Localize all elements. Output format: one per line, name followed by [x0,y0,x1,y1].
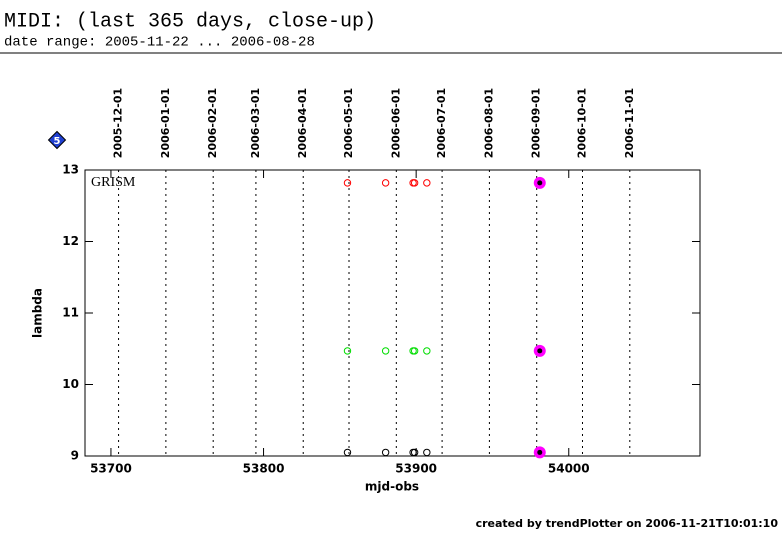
point [381,347,390,355]
point [410,448,419,457]
date-label: 2006-01-01 [159,88,172,158]
date-label: 2006-08-01 [482,88,495,158]
badge-diamond [47,130,67,150]
y-tick-label: 11 [62,306,79,320]
point [423,448,431,457]
date-label: 2006-04-01 [296,88,309,158]
y-axis-label: lambda [31,288,45,338]
x-tick-label: 53800 [243,462,285,476]
point [410,347,419,355]
date-label: 2006-06-01 [389,88,402,158]
point-core [537,449,543,455]
date-label: 2006-10-01 [575,88,588,158]
date-label: 2006-11-01 [623,88,636,158]
y-tick-label: 12 [62,234,79,248]
badge: 5 [47,130,67,150]
point [381,179,390,187]
point [343,448,352,457]
date-label: 2005-12-01 [112,88,125,158]
point [343,347,352,355]
point [423,347,431,355]
date-label: 2006-03-01 [249,88,262,158]
date-label: 2006-02-01 [206,88,219,158]
y-tick-label: 10 [62,377,79,391]
x-tick-label: 53700 [90,462,132,476]
x-tick-label: 54000 [548,462,590,476]
chart-subtitle: date range: 2005-11-22 ... 2006-08-28 [4,35,315,51]
badge-text: 5 [54,136,61,147]
chart-title: MIDI: (last 365 days, close-up) [4,10,376,33]
point [423,179,431,187]
y-tick-label: 9 [71,449,79,463]
x-tick-label: 53900 [395,462,437,476]
date-label: 2006-07-01 [435,88,448,158]
x-axis-label: mjd-obs [365,480,419,494]
point-core [537,180,543,186]
y-tick-label: 13 [62,163,79,177]
point [381,448,390,457]
plot-frame [84,169,701,457]
date-label: 2006-09-01 [530,88,543,158]
point [410,179,419,187]
annotation: GRISM [91,175,136,190]
date-label: 2006-05-01 [342,88,355,158]
point [343,179,352,187]
point-core [537,348,543,354]
footer: created by trendPlotter on 2006-11-21T10… [476,517,779,530]
